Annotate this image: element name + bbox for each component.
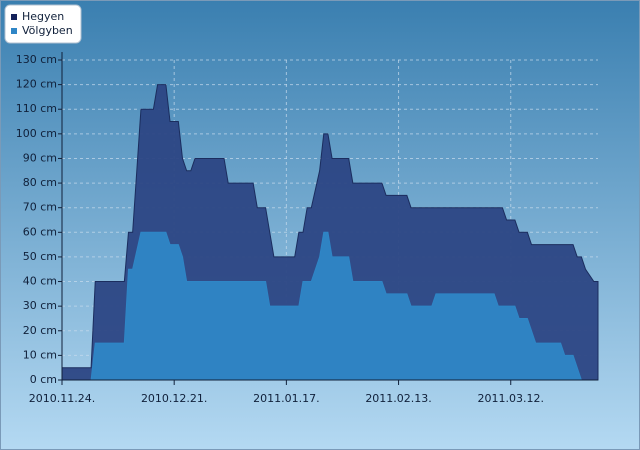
area <box>62 231 598 381</box>
legend <box>4 4 82 44</box>
legend-swatch <box>11 28 17 34</box>
legend-swatch <box>11 14 17 20</box>
legend-label: Hegyen <box>22 10 64 23</box>
y-tick-label: 50 cm <box>23 250 57 263</box>
x-tick-label: 2011.01.17. <box>253 392 319 405</box>
y-tick-label: 60 cm <box>23 225 57 238</box>
y-tick-label: 70 cm <box>23 201 57 214</box>
y-tick-label: 0 cm <box>30 373 57 386</box>
x-tick-label: 2011.02.13. <box>365 392 431 405</box>
legend-box <box>4 4 82 44</box>
y-tick-label: 100 cm <box>16 127 57 140</box>
y-tick-label: 90 cm <box>23 151 57 164</box>
y-tick-label: 130 cm <box>16 53 57 66</box>
legend-label: Völgyben <box>22 24 73 37</box>
y-tick-label: 20 cm <box>23 324 57 337</box>
y-tick-label: 30 cm <box>23 299 57 312</box>
y-tick-label: 40 cm <box>23 275 57 288</box>
y-tick-label: 80 cm <box>23 176 57 189</box>
x-tick-label: 2011.03.12. <box>478 392 544 405</box>
x-tick-label: 2010.11.24. <box>29 392 95 405</box>
y-tick-label: 110 cm <box>16 102 57 115</box>
x-tick-label: 2010.12.21. <box>141 392 207 405</box>
y-tick-label: 120 cm <box>16 78 57 91</box>
y-tick-label: 10 cm <box>23 348 57 361</box>
